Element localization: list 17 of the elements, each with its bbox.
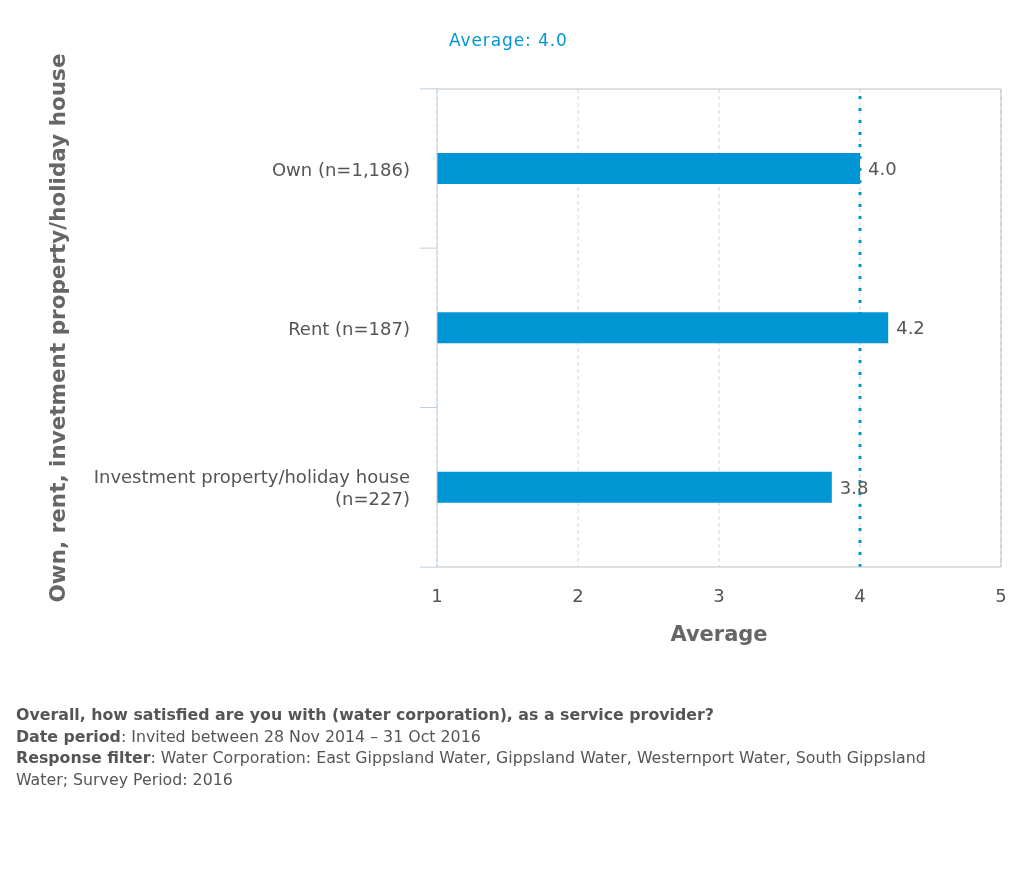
y-tick-label: Rent (n=187) bbox=[288, 317, 410, 339]
text: Overall, how satisfied are you with (water corporation), as a service provider? bbox=[16, 704, 715, 726]
y-tick-label: Investment property/holiday house (n=227) bbox=[93, 465, 410, 509]
data-label: 4.0 bbox=[868, 157, 897, 179]
x-tick-label: 1 bbox=[431, 584, 443, 606]
text: Response filter: Water Corporation: East Gippsland Water, Gippsland Water, Westernport Water, South Gippsland Water; Survey Period: 2016 bbox=[16, 747, 927, 790]
y-axis-title: Own, rent, invetment property/holiday house bbox=[44, 53, 70, 603]
text: Date period: Invited between 28 Nov 2014 – 31 Oct 2016 bbox=[16, 725, 482, 747]
x-axis-title: Average bbox=[670, 622, 768, 646]
y-tick-label: Own (n=1,186) bbox=[271, 158, 410, 180]
data-label: 3.8 bbox=[839, 476, 869, 498]
data-label: 4.2 bbox=[896, 317, 925, 339]
x-tick-label: 4 bbox=[854, 584, 866, 606]
x-tick-label: 5 bbox=[995, 584, 1007, 606]
ref-line-label: Average: 4.0 bbox=[449, 30, 568, 50]
x-tick-label: 3 bbox=[713, 584, 725, 606]
x-tick-label: 2 bbox=[572, 584, 584, 606]
